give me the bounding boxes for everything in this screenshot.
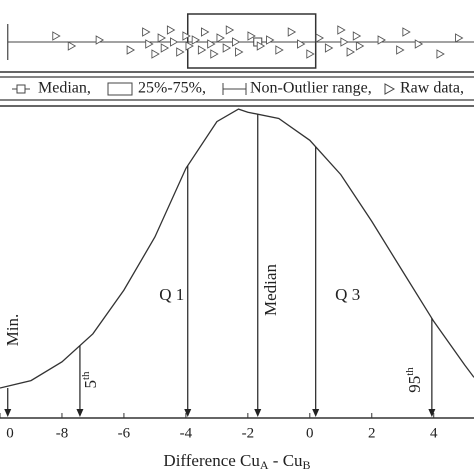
raw-point: [287, 27, 297, 37]
raw-point: [315, 33, 325, 43]
marker-label-text: Q 3: [335, 285, 360, 304]
arrow-head: [254, 409, 262, 417]
marker-label: 95th: [403, 367, 423, 393]
raw-point: [352, 31, 362, 41]
arrow-head: [76, 409, 84, 417]
main-panel-frame: [0, 105, 474, 419]
legend-label: 25%-75%,: [138, 80, 206, 97]
raw-point: [67, 41, 77, 51]
marker-label: Q 1: [159, 285, 184, 304]
raw-point: [210, 49, 219, 59]
raw-point: [266, 35, 275, 45]
marker-label-sup: th: [80, 371, 92, 380]
raw-point: [256, 41, 266, 51]
top-panel-frame: [0, 71, 474, 73]
arrow-head: [312, 409, 320, 417]
x-tick-label: -4: [180, 425, 193, 441]
raw-point: [126, 45, 136, 55]
marker-label-text: Min.: [3, 314, 22, 347]
raw-point: [185, 41, 194, 51]
marker-label-text: 95: [405, 376, 424, 393]
raw-point: [166, 25, 176, 35]
marker-label: Median: [261, 264, 280, 316]
raw-point: [355, 41, 365, 51]
raw-point: [414, 39, 424, 49]
legend-icon: [16, 84, 26, 94]
legend-label: Median,: [38, 80, 91, 97]
raw-point: [337, 25, 346, 35]
raw-point: [160, 43, 170, 53]
marker-label-text: 5: [81, 380, 100, 389]
marker-label-text: Q 1: [159, 285, 184, 304]
raw-point: [191, 35, 201, 45]
raw-point: [201, 27, 210, 37]
raw-point: [157, 33, 167, 43]
raw-point: [324, 43, 334, 53]
raw-point: [306, 49, 315, 59]
x-tick-label: 0: [306, 425, 314, 441]
arrow-head: [428, 409, 436, 417]
raw-point: [197, 45, 207, 55]
raw-point: [52, 31, 61, 41]
arrow-head: [184, 409, 192, 417]
legend-label: Non-Outlier range,: [250, 80, 372, 97]
x-tick-label: -8: [56, 425, 69, 441]
x-axis-label: Difference CuA - CuB: [163, 451, 310, 472]
x-tick-label: -2: [242, 425, 255, 441]
marker-label: Min.: [3, 314, 22, 347]
raw-point: [346, 47, 355, 57]
raw-point: [95, 35, 105, 45]
raw-point: [275, 45, 284, 55]
legend-icon: [384, 83, 396, 95]
raw-point: [207, 39, 216, 49]
x-tick-label: 4: [430, 425, 438, 441]
raw-point: [402, 27, 411, 37]
marker-label-sup: th: [403, 367, 415, 376]
box: [186, 13, 317, 69]
plot-area: [0, 13, 474, 418]
x-tick-label: 0: [6, 425, 14, 441]
x-tick-label: 2: [368, 425, 376, 441]
raw-point: [247, 31, 256, 41]
raw-point: [145, 39, 154, 49]
raw-point: [232, 37, 241, 47]
raw-point: [396, 45, 405, 55]
raw-point: [182, 31, 191, 41]
raw-point: [455, 33, 464, 43]
raw-point: [216, 33, 225, 43]
raw-point: [222, 43, 232, 53]
raw-point: [297, 39, 306, 49]
density-curve: [0, 108, 474, 389]
raw-point: [176, 47, 185, 57]
legend-icon: [107, 82, 133, 96]
raw-point: [225, 25, 235, 35]
arrow-head: [4, 409, 12, 417]
legend-frame: [0, 76, 474, 101]
marker-label-text: Median: [261, 264, 280, 316]
raw-point: [436, 49, 445, 59]
raw-point: [235, 47, 244, 57]
raw-point: [340, 37, 349, 47]
raw-point: [377, 35, 386, 45]
raw-point: [170, 37, 179, 47]
marker-label: 5th: [80, 371, 100, 389]
raw-point: [142, 27, 151, 37]
raw-point: [151, 49, 160, 59]
marker-label: Q 3: [335, 285, 360, 304]
x-tick-label: -6: [118, 425, 131, 441]
legend-label: Raw data,: [400, 80, 464, 97]
